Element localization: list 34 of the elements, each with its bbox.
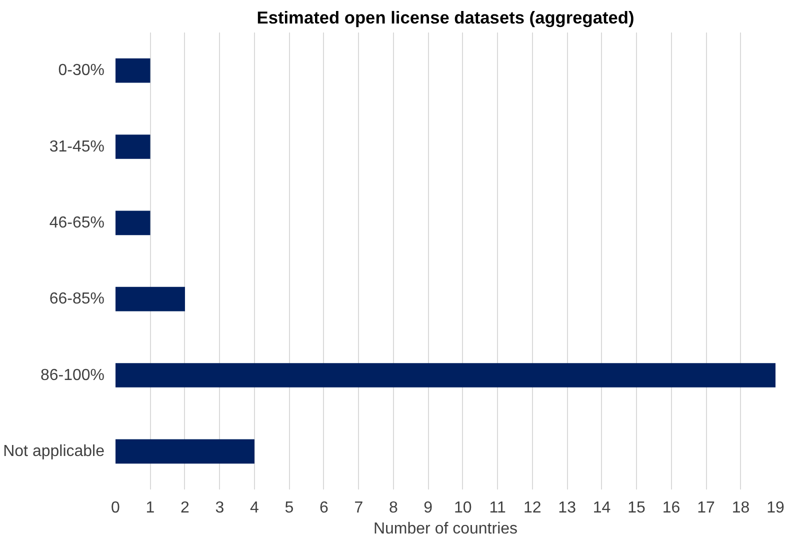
y-tick-label: 31-45% — [49, 138, 105, 156]
x-tick-label: 10 — [454, 500, 472, 516]
x-tick-label: 12 — [523, 500, 542, 516]
x-tick-label: 14 — [592, 500, 611, 516]
y-tick-label: 66-85% — [49, 290, 105, 308]
x-tick-label: 6 — [319, 500, 328, 516]
y-tick-label: Not applicable — [3, 442, 105, 460]
x-tick-label: 9 — [424, 500, 433, 516]
x-tick-label: 5 — [284, 500, 294, 516]
bar — [116, 134, 150, 159]
x-tick-label: 0 — [111, 500, 120, 516]
y-tick-label: 0-30% — [58, 62, 104, 80]
bar — [116, 286, 185, 312]
x-tick-label: 8 — [388, 500, 398, 516]
x-tick-label: 4 — [250, 500, 259, 516]
chart-title: Estimated open license datasets (aggregated) — [256, 8, 634, 28]
bar — [116, 210, 150, 236]
x-tick-label: 2 — [180, 500, 190, 516]
x-tick-label: 16 — [662, 500, 680, 516]
bar — [116, 363, 776, 388]
x-tick-label: 13 — [558, 500, 576, 516]
y-tick-label: 46-65% — [49, 214, 105, 232]
bar — [116, 439, 254, 464]
y-tick-label: 86-100% — [40, 366, 104, 384]
x-tick-label: 17 — [697, 500, 716, 516]
x-tick-label: 11 — [489, 500, 506, 516]
x-tick-label: 15 — [628, 500, 646, 516]
x-tick-label: 1 — [146, 500, 155, 516]
x-tick-label: 3 — [215, 500, 224, 516]
x-tick-label: 19 — [766, 500, 784, 516]
x-tick-label: 7 — [354, 500, 364, 516]
x-tick-label: 18 — [732, 500, 750, 516]
x-axis-title: Number of countries — [373, 520, 518, 538]
bar — [116, 58, 150, 83]
